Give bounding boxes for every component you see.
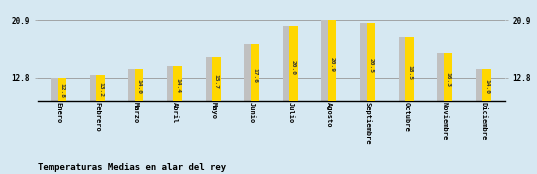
Text: 20.0: 20.0 <box>291 60 296 75</box>
Text: 20.9: 20.9 <box>330 57 335 72</box>
Text: 15.7: 15.7 <box>214 74 219 89</box>
Text: 14.0: 14.0 <box>484 79 489 94</box>
Bar <box>398 37 409 101</box>
Text: 17.6: 17.6 <box>252 68 257 83</box>
Text: 14.0: 14.0 <box>136 79 142 94</box>
Text: 18.5: 18.5 <box>407 65 412 80</box>
Bar <box>57 78 66 101</box>
Bar <box>90 75 100 101</box>
Bar <box>367 23 375 101</box>
Bar <box>251 44 259 101</box>
Bar <box>476 69 487 101</box>
Bar <box>360 23 371 101</box>
Text: 13.2: 13.2 <box>98 82 103 97</box>
Bar <box>289 26 298 101</box>
Text: 16.3: 16.3 <box>446 72 451 87</box>
Bar <box>321 20 332 101</box>
Text: 12.8: 12.8 <box>60 83 64 98</box>
Bar <box>328 20 337 101</box>
Bar <box>283 26 294 101</box>
Bar <box>173 66 182 101</box>
Bar <box>51 78 62 101</box>
Bar <box>405 37 413 101</box>
Text: Temperaturas Medias en alar del rey: Temperaturas Medias en alar del rey <box>38 163 226 172</box>
Text: 20.5: 20.5 <box>368 58 373 73</box>
Bar <box>244 44 255 101</box>
Bar <box>212 57 221 101</box>
Bar <box>482 69 491 101</box>
Bar <box>128 69 139 101</box>
Bar <box>437 53 448 101</box>
Bar <box>206 57 216 101</box>
Bar <box>167 66 178 101</box>
Bar <box>135 69 143 101</box>
Bar <box>444 53 452 101</box>
Bar <box>96 75 105 101</box>
Text: 14.4: 14.4 <box>175 78 180 93</box>
